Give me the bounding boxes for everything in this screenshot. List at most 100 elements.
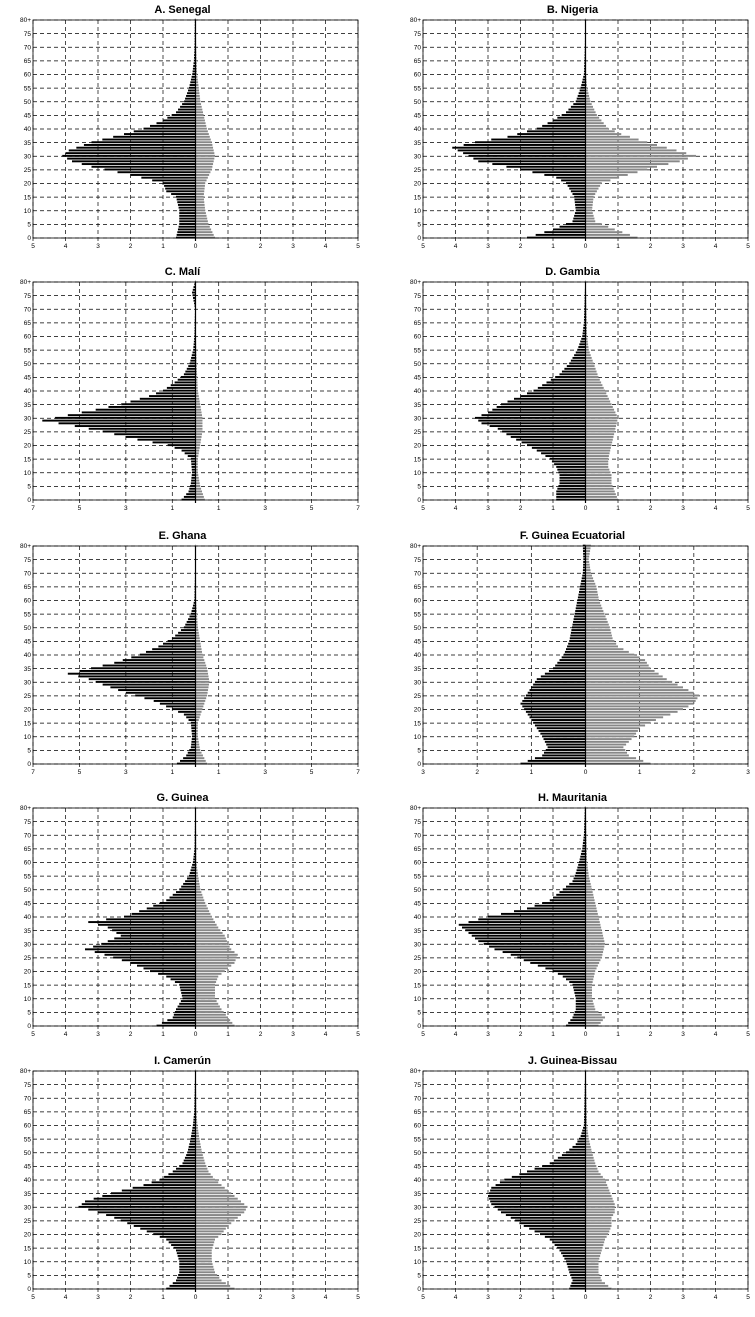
bar-left-age-34 (468, 932, 586, 934)
bar-right-age-15 (585, 457, 609, 460)
bar-right-age-27 (195, 1214, 241, 1217)
y-tick-label: 45 (414, 113, 422, 120)
bar-right-age-54 (195, 877, 199, 880)
bar-left-age-63 (193, 64, 196, 67)
bar-right-age-54 (585, 877, 590, 880)
bar-left-age-31 (67, 414, 196, 417)
bar-right-age-57 (585, 81, 587, 84)
bar-left-age-46 (559, 373, 586, 376)
bar-right-age-34 (585, 932, 603, 934)
bar-left-age-56 (191, 610, 196, 612)
bar-left-age-13 (573, 989, 586, 992)
bar-left-age-5 (566, 223, 586, 225)
bar-left-age-32 (540, 675, 586, 678)
bar-left-age-17 (541, 452, 586, 455)
bar-right-age-3 (195, 490, 202, 493)
x-tick-label: 3 (291, 243, 295, 250)
bar-left-age-36 (102, 664, 196, 667)
bar-left-age-46 (549, 899, 586, 902)
bar-left-age-45 (171, 114, 196, 116)
bar-right-age-21 (585, 441, 613, 444)
y-tick-label: 0 (417, 761, 421, 768)
y-tick-label: 35 (24, 666, 32, 673)
bar-left-age-28 (478, 160, 586, 163)
bar-right-age-57 (585, 343, 589, 346)
x-tick-label: 3 (681, 505, 685, 512)
bar-left-age-30 (534, 680, 586, 683)
y-tick-label: 5 (27, 1273, 31, 1280)
chart-title: F. Guinea Ecuatorial (519, 530, 626, 542)
y-tick-label: 65 (24, 320, 32, 327)
bar-left-age-48 (184, 1156, 196, 1159)
bar-left-age-31 (463, 152, 586, 155)
bar-left-age-10 (192, 471, 196, 474)
bar-left-age-45 (569, 640, 586, 642)
bar-right-age-74 (585, 561, 590, 563)
bar-left-age-23 (130, 961, 196, 964)
y-tick-label: 25 (24, 693, 32, 700)
bar-right-age-34 (585, 406, 613, 408)
bar-left-age-65 (194, 1110, 196, 1113)
y-tick-label: 25 (414, 955, 422, 962)
bar-right-age-37 (195, 661, 206, 664)
bar-left-age-38 (517, 133, 586, 136)
bar-right-age-50 (195, 1151, 202, 1154)
y-tick-label: 40 (24, 652, 32, 659)
y-tick-label: 60 (24, 598, 32, 605)
y-tick-label: 60 (24, 1123, 32, 1130)
bar-left-age-62 (584, 67, 586, 70)
bar-left-age-6 (190, 746, 196, 749)
bar-right-age-60 (585, 1124, 588, 1127)
bar-left-age-57 (191, 1132, 196, 1135)
bar-left-age-24 (127, 1222, 196, 1225)
bar-right-age-41 (195, 912, 211, 915)
bar-left-age-53 (573, 618, 586, 621)
bar-right-age-49 (585, 1154, 593, 1157)
bar-right-age-55 (195, 1137, 200, 1140)
bar-right-age-45 (195, 902, 206, 904)
bar-right-age-5 (585, 485, 613, 487)
x-tick-label: 2 (649, 1031, 653, 1038)
bar-right-age-12 (195, 465, 198, 468)
bar-right-age-3 (585, 1016, 605, 1019)
bar-left-age-6 (569, 1271, 586, 1274)
bar-left-age-41 (537, 386, 586, 389)
y-tick-label: 35 (24, 402, 32, 409)
bar-left-age-63 (193, 852, 196, 855)
bar-left-age-56 (581, 84, 586, 86)
pyramid-panel-7: H. Mauritania 0 5 10 15 20 25 30 35 40 45 50 55 60 65 7… (390, 788, 755, 1052)
y-tick-label: 75 (414, 31, 422, 38)
bar-right-age-71 (585, 569, 591, 572)
bar-left-age-40 (143, 127, 196, 130)
chart-title: B. Nigeria (546, 4, 599, 16)
bar-left-age-31 (481, 414, 586, 417)
y-tick-label: 30 (24, 679, 32, 686)
bar-left-age-42 (156, 122, 196, 125)
bar-left-age-39 (478, 918, 586, 921)
bar-right-age-4 (585, 1276, 601, 1279)
bar-left-age-67 (194, 54, 196, 57)
bar-right-age-61 (195, 70, 198, 73)
bar-right-age-28 (585, 422, 617, 425)
bar-left-age-2 (534, 757, 586, 760)
x-tick-label: 5 (746, 1294, 750, 1301)
y-tick-label: 10 (24, 996, 32, 1003)
bar-left-age-11 (178, 206, 196, 209)
bar-left-age-37 (557, 661, 586, 664)
bar-left-age-58 (192, 604, 196, 607)
y-tick-label: 70 (414, 306, 422, 313)
y-tick-label: 20 (414, 1232, 422, 1239)
bar-right-age-33 (585, 1197, 613, 1200)
bar-right-age-52 (585, 94, 590, 97)
y-tick-label: 35 (24, 1191, 32, 1198)
bar-right-age-33 (195, 934, 225, 937)
bar-left-age-30 (95, 680, 196, 683)
bar-right-age-23 (195, 1224, 228, 1227)
bar-left-age-9 (559, 474, 586, 477)
bar-right-age-49 (585, 891, 593, 894)
bar-left-age-62 (192, 67, 196, 70)
y-tick-label: 35 (414, 402, 422, 409)
x-tick-label: 4 (454, 505, 458, 512)
bar-left-age-55 (193, 348, 196, 351)
bar-right-age-37 (585, 661, 647, 664)
